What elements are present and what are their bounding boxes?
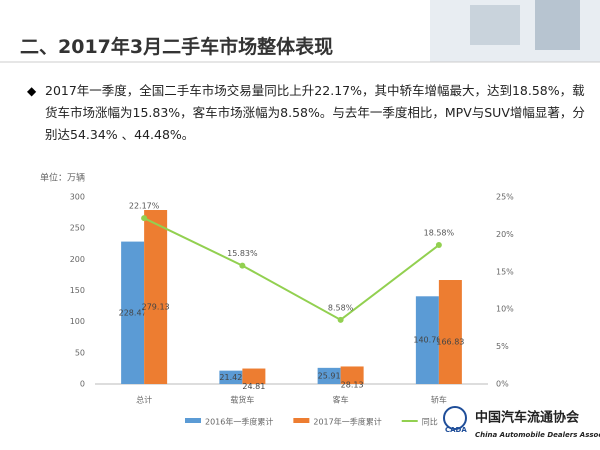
line-point [337,316,344,323]
bar-label: 24.81 [242,382,265,391]
line-label: 15.83% [227,249,258,258]
bar [438,280,462,384]
y2-tick-label: 15% [496,267,514,276]
line [143,217,440,322]
legend-label: 2017年一季度累计 [313,417,381,427]
logo-english: China Automobile Dealers Association [475,431,600,439]
line-point [435,242,442,249]
y-tick-label: 0 [80,380,85,389]
y-tick-label: 250 [70,224,85,233]
decor [535,0,580,50]
line-label: 8.58% [328,303,354,312]
line-point [141,215,148,222]
decor [470,5,520,45]
bar-label: 25.91 [318,371,341,380]
y-tick-label: 50 [75,348,85,357]
bar [242,368,266,384]
bar-label: 228.47 [119,308,147,317]
bar-label: 279.13 [142,303,170,312]
paragraph: 2017年一季度，全国二手车市场交易量同比上升22.17%，其中轿车增幅最大，达… [45,83,585,142]
y2-tick-label: 0% [496,380,509,389]
y2-tick-label: 10% [496,305,514,314]
bar [219,370,243,384]
logo-name: 中国汽车流通协会 [475,410,580,426]
legend-label: 同比 [422,417,438,427]
y-axis-label: 单位：万辆 [40,172,85,184]
y2-tick-label: 25% [496,193,514,202]
bar [144,210,168,384]
x-tick-label: 轿车 [431,395,447,405]
bar-label: 21.42 [219,373,242,382]
logo-icon [443,406,467,430]
line-label: 22.17% [129,202,160,211]
bar [317,367,341,384]
x-tick-label: 客车 [333,395,349,405]
y-tick-label: 200 [70,255,85,264]
x-tick-label: 载货车 [230,395,254,405]
bar [340,366,364,384]
bar-label: 166.83 [436,338,464,347]
y-tick-label: 150 [70,286,85,295]
bar [415,296,439,384]
bar [121,241,145,384]
y2-tick-label: 5% [496,342,509,351]
legend-swatch [185,418,201,423]
bullet: ◆ [27,84,37,98]
title: 二、2017年3月二手车市场整体表现 [20,36,334,58]
legend-label: 2016年一季度累计 [205,417,273,427]
bar-label: 140.70 [413,336,441,345]
y-tick-label: 100 [70,317,85,326]
x-tick-label: 总计 [136,395,152,405]
y2-tick-label: 20% [496,230,514,239]
line-label: 18.58% [424,229,455,238]
y-tick-label: 300 [70,193,85,202]
bar-label: 28.13 [341,381,364,390]
line-point [239,262,246,269]
logo-mark: CADA [445,426,467,434]
legend-swatch [293,418,310,423]
